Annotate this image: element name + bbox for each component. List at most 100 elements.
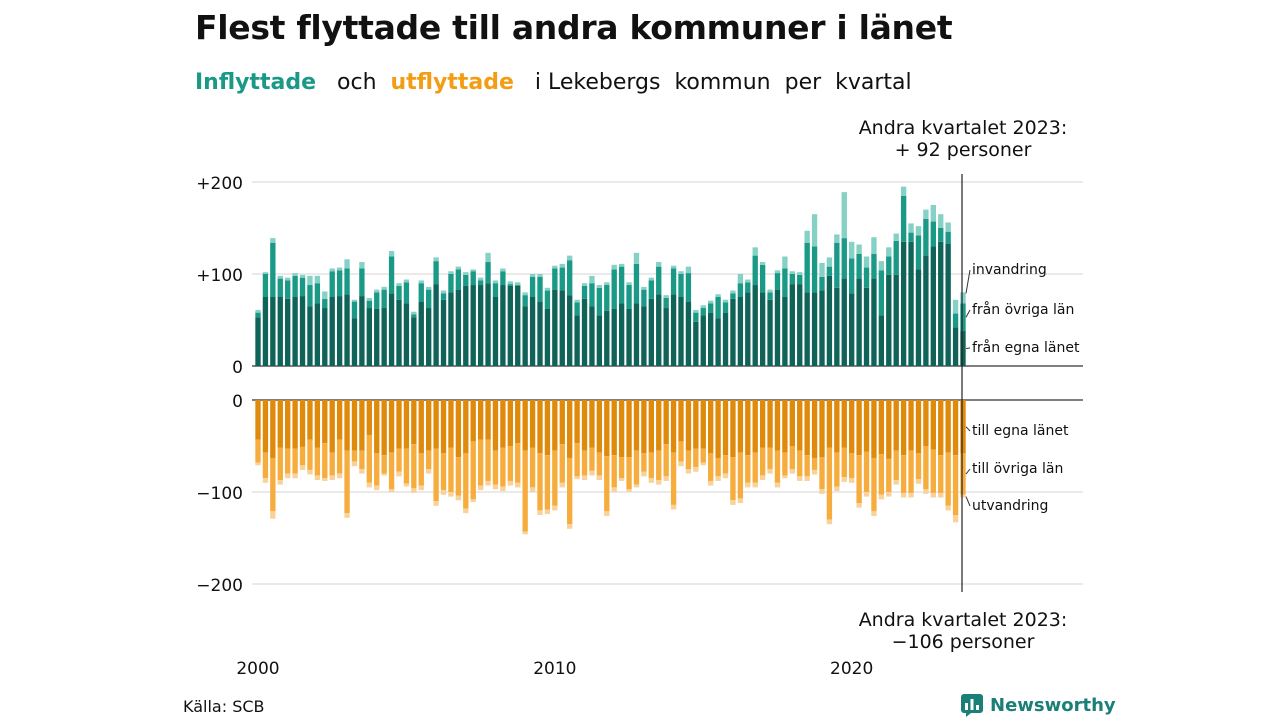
bar-in-abroad	[722, 299, 729, 303]
bar-out-other	[722, 455, 729, 474]
bar-in-own	[849, 293, 855, 366]
bar-in-own	[700, 315, 706, 366]
bar-out-abroad	[381, 473, 387, 476]
bar-out-abroad	[292, 473, 298, 479]
brand-name: Newsworthy	[990, 694, 1116, 716]
bar-out-own	[381, 400, 387, 456]
bar-in-other	[544, 290, 551, 309]
bar-out-abroad	[299, 465, 306, 470]
bar-in-other	[804, 242, 810, 293]
bar-in-own	[433, 284, 439, 366]
bar-in-abroad	[359, 262, 365, 269]
stack-label-in: från övriga län	[972, 301, 1074, 318]
bar-in-own	[604, 310, 610, 366]
bar-in-abroad	[700, 305, 706, 309]
bar-in-abroad	[351, 299, 358, 302]
bar-out-own	[952, 400, 959, 456]
bar-out-own	[670, 400, 677, 453]
bar-out-abroad	[403, 483, 410, 487]
bar-in-own	[440, 299, 447, 366]
bar-in-own	[767, 299, 773, 366]
bar-out-abroad	[886, 492, 892, 497]
bar-in-other	[351, 301, 358, 319]
bar-out-abroad	[418, 485, 424, 491]
bar-in-other	[900, 195, 907, 242]
bar-in-abroad	[856, 244, 862, 254]
bar-out-other	[604, 456, 610, 512]
bar-out-own	[285, 400, 291, 449]
bar-out-other	[285, 448, 291, 474]
bar-out-other	[730, 457, 736, 501]
bar-in-own	[834, 287, 840, 366]
bar-out-own	[685, 400, 692, 451]
bar-in-own	[351, 318, 358, 366]
bar-in-abroad	[344, 259, 350, 269]
bar-out-other	[455, 457, 462, 496]
bar-in-other	[596, 287, 603, 316]
bar-in-own	[270, 297, 276, 366]
bar-in-abroad	[678, 271, 684, 274]
bar-in-own	[544, 308, 551, 366]
bar-in-abroad	[507, 281, 513, 285]
bar-in-other	[663, 297, 669, 309]
bar-in-own	[633, 303, 640, 366]
bar-in-own	[626, 308, 632, 366]
bar-out-own	[351, 400, 358, 451]
bar-in-own	[693, 321, 699, 366]
newsworthy-logo[interactable]: Newsworthy	[960, 693, 1116, 717]
bar-out-other	[418, 453, 424, 486]
bar-in-other	[737, 283, 744, 297]
bar-in-other	[529, 276, 536, 297]
bar-in-own	[596, 315, 603, 366]
bar-in-other	[433, 261, 439, 285]
stack-label-in: från egna länet	[972, 339, 1080, 356]
bar-out-abroad	[641, 471, 647, 477]
bar-out-abroad	[529, 487, 536, 492]
bar-in-own	[329, 297, 335, 366]
bar-in-abroad	[900, 186, 907, 196]
bar-out-abroad	[782, 475, 788, 479]
bar-in-other	[314, 283, 321, 304]
bar-out-other	[826, 447, 833, 520]
bar-in-abroad	[329, 268, 335, 272]
bar-in-abroad	[559, 263, 565, 268]
bar-out-other	[500, 447, 506, 487]
bar-in-other	[285, 280, 291, 299]
bar-out-own	[292, 400, 298, 449]
bar-in-other	[700, 308, 706, 316]
bar-out-own	[849, 400, 855, 454]
bar-out-own	[604, 400, 610, 457]
bar-out-other	[886, 458, 892, 492]
bar-out-abroad	[752, 482, 758, 488]
bar-out-other	[900, 455, 907, 493]
bar-out-other	[322, 443, 328, 479]
bar-in-other	[374, 292, 380, 309]
bar-in-abroad	[611, 264, 617, 270]
bar-in-abroad	[336, 267, 343, 271]
bar-in-abroad	[374, 289, 380, 293]
bar-in-own	[589, 306, 595, 366]
bar-out-other	[411, 444, 417, 489]
bar-in-other	[292, 275, 298, 297]
bar-out-other	[314, 447, 321, 476]
bar-out-other	[789, 446, 795, 469]
bar-out-other	[759, 447, 766, 476]
bar-out-abroad	[663, 476, 669, 481]
bar-in-own	[485, 283, 491, 366]
bar-in-other	[952, 313, 959, 328]
bar-out-abroad	[329, 475, 335, 481]
label-leader	[965, 496, 971, 507]
bar-in-abroad	[388, 251, 395, 257]
bar-out-other	[529, 447, 536, 488]
annotations: Andra kvartalet 2023:+ 92 personerAndra …	[859, 117, 1080, 653]
x-tick-label: 2020	[830, 659, 873, 679]
bar-out-own	[336, 400, 343, 440]
bar-out-other	[537, 453, 543, 511]
bar-out-abroad	[440, 490, 447, 495]
bar-in-abroad	[938, 214, 944, 228]
bar-out-other	[745, 455, 751, 483]
bar-out-other	[849, 453, 855, 479]
bar-out-other	[797, 450, 803, 477]
bar-out-own	[745, 400, 751, 456]
y-tick-label: 0	[232, 358, 243, 378]
